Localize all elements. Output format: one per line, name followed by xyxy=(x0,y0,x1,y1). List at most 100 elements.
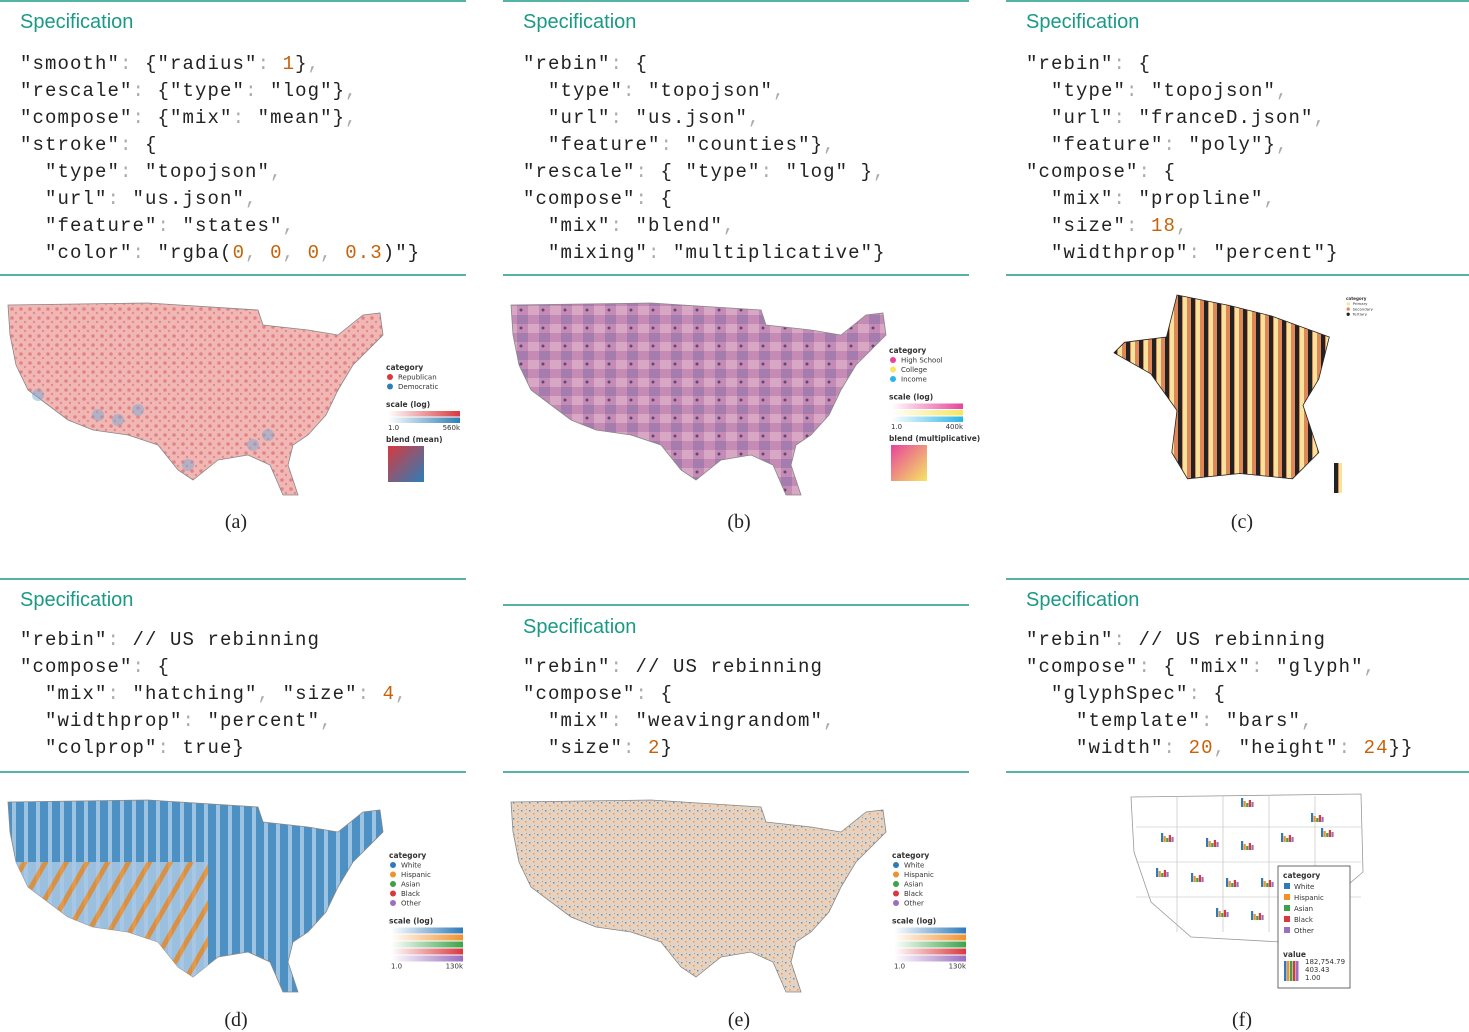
code-token: { "mix" xyxy=(1151,656,1251,678)
caption: (f) xyxy=(1232,1009,1252,1031)
map-dot xyxy=(262,429,274,441)
value-bar xyxy=(1287,961,1290,981)
glyph-bar xyxy=(1313,816,1316,822)
glyph-bar xyxy=(1166,838,1169,842)
scale-bar xyxy=(894,927,966,934)
legend-swatch xyxy=(893,871,899,878)
code-line: "size": 18, xyxy=(1026,215,1189,237)
scale-max: 400k xyxy=(946,423,964,431)
glyph-bar xyxy=(1243,801,1246,807)
code-token: : xyxy=(623,737,636,759)
glyph-bar xyxy=(1321,817,1324,822)
code-token: : xyxy=(1139,656,1152,678)
map xyxy=(510,302,887,496)
glyph-bar xyxy=(1158,871,1161,877)
code-token: : xyxy=(623,80,636,102)
code-line: "rescale": { "type": "log" }, xyxy=(523,161,886,183)
code-token: : xyxy=(1114,53,1127,75)
code-token: "rebin" xyxy=(523,656,611,678)
legend-swatch xyxy=(1346,312,1350,316)
code-token: { xyxy=(648,188,673,210)
legend-label: White xyxy=(401,862,421,870)
legend-label: White xyxy=(1294,883,1314,891)
code-token: "compose" xyxy=(1026,161,1139,183)
panel: Specification"smooth": {"radius": 1},"re… xyxy=(0,0,466,533)
legend-label: Other xyxy=(401,900,421,908)
code-token: : xyxy=(1139,161,1152,183)
code-line: "rebin": { xyxy=(523,53,648,75)
legend-title: category xyxy=(389,851,426,860)
code-line: "color": "rgba(0, 0, 0, 0.3)"} xyxy=(20,242,420,264)
code-line: "compose": { xyxy=(523,683,673,705)
code-token: , xyxy=(723,215,736,237)
glyph-bar xyxy=(1168,835,1171,842)
glyph-bar xyxy=(1326,833,1329,837)
code-token: : xyxy=(1201,710,1214,732)
glyph-bar xyxy=(1241,798,1244,807)
code-token: { "type" xyxy=(648,161,761,183)
legend-label: Secondary xyxy=(1353,306,1374,311)
glyph-bar xyxy=(1228,881,1231,887)
code-token: { xyxy=(1201,683,1226,705)
code-token: "percent" xyxy=(195,710,320,732)
code-token: "percent"} xyxy=(1201,242,1339,264)
legend-label: White xyxy=(904,862,924,870)
glyph-bar xyxy=(1193,876,1196,882)
code-token: : xyxy=(611,53,624,75)
code-token: }} xyxy=(1389,737,1414,759)
glyph-bar xyxy=(1213,840,1216,847)
code-token: , xyxy=(395,683,408,705)
legend-label: Other xyxy=(1294,927,1314,935)
legend-label: College xyxy=(901,366,927,374)
glyph-bar xyxy=(1231,883,1234,887)
legend-label: Hispanic xyxy=(401,871,431,879)
code-token: "template" xyxy=(1026,710,1201,732)
legend-title: category xyxy=(892,851,929,860)
hatch-region xyxy=(8,862,208,992)
code-line: "rebin": // US rebinning xyxy=(1026,629,1326,651)
code-token: "bars" xyxy=(1214,710,1302,732)
code-token: )"} xyxy=(383,242,421,264)
legend-swatch xyxy=(390,862,396,868)
code-token: "us.json" xyxy=(120,188,245,210)
glyph-bar xyxy=(1163,836,1166,842)
code-line: "mix": "weavingrandom", xyxy=(523,710,836,732)
scale-bar xyxy=(894,955,966,962)
code-token: "rescale" xyxy=(523,161,636,183)
glyph-bar xyxy=(1248,843,1251,850)
scale-title: scale (log) xyxy=(889,393,933,402)
glyph-bar xyxy=(1223,910,1226,917)
code-token: // US rebinning xyxy=(120,629,320,651)
code-token: "stroke" xyxy=(20,134,120,156)
blend-swatch xyxy=(388,446,424,482)
code-token: "height" xyxy=(1226,737,1339,759)
caption: (b) xyxy=(727,511,750,533)
code-token: : xyxy=(358,683,371,705)
code-token: : xyxy=(133,242,146,264)
code-token: 2 xyxy=(648,737,661,759)
code-token: "rgba( xyxy=(145,242,233,264)
code-line: "size": 2} xyxy=(523,737,673,759)
code-token: } xyxy=(295,53,308,75)
code-token: "widthprop" xyxy=(20,710,183,732)
glyph-bar xyxy=(1233,880,1236,887)
code-line: "mix": "propline", xyxy=(1026,188,1276,210)
code-line: "mix": "hatching", "size": 4, xyxy=(20,683,408,705)
panel: Specification "rebin": // US rebinning "co… xyxy=(503,604,969,1031)
code-token xyxy=(636,737,649,759)
glyph-bar xyxy=(1256,916,1259,920)
code-line: "url": "franceD.json", xyxy=(1026,107,1326,129)
code-line: "mixing": "multiplicative"} xyxy=(523,242,886,264)
code-token: "width" xyxy=(1026,737,1164,759)
code-token: : xyxy=(636,161,649,183)
code-token: : xyxy=(1164,737,1177,759)
code-token xyxy=(333,242,346,264)
code-token: , xyxy=(748,107,761,129)
code-token: , xyxy=(283,215,296,237)
code-token: "feature" xyxy=(20,215,158,237)
scale-min: 1.0 xyxy=(894,963,905,971)
legend-label: Asian xyxy=(904,881,923,889)
code-token: "size" xyxy=(1026,215,1126,237)
